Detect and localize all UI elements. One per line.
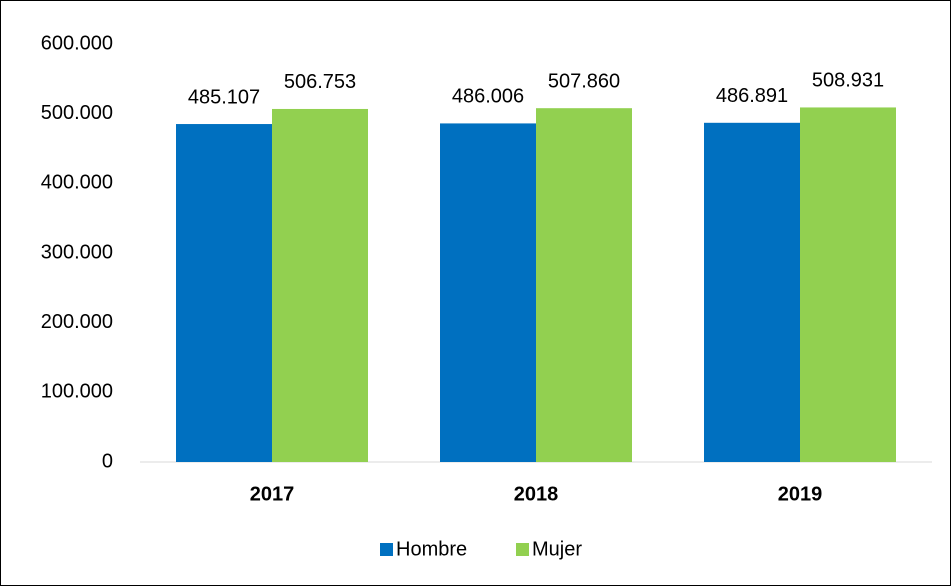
legend-swatch	[516, 543, 529, 556]
bar	[176, 124, 272, 463]
legend-label: Mujer	[532, 538, 582, 560]
data-label: 485.107	[188, 86, 260, 108]
data-label: 486.891	[716, 85, 788, 107]
y-tick-label: 400.000	[41, 172, 113, 194]
y-tick-label: 600.000	[41, 32, 113, 54]
y-tick-label: 100.000	[41, 381, 113, 403]
legend-swatch	[380, 543, 393, 556]
x-tick-label: 2017	[250, 483, 295, 505]
data-label: 507.860	[548, 70, 620, 92]
data-label: 486.006	[452, 86, 524, 108]
y-tick-label: 0	[102, 450, 113, 472]
bar	[800, 107, 896, 463]
bar	[440, 123, 536, 462]
bar	[272, 108, 368, 463]
data-label: 508.931	[812, 70, 884, 92]
y-tick-label: 300.000	[41, 241, 113, 263]
legend-label: Hombre	[396, 538, 467, 560]
data-label: 506.753	[284, 71, 356, 93]
x-tick-label: 2018	[514, 483, 559, 505]
bar	[704, 122, 800, 463]
y-tick-label: 500.000	[41, 102, 113, 124]
x-tick-label: 2019	[778, 483, 823, 505]
y-tick-label: 200.000	[41, 311, 113, 333]
bar	[536, 108, 632, 463]
